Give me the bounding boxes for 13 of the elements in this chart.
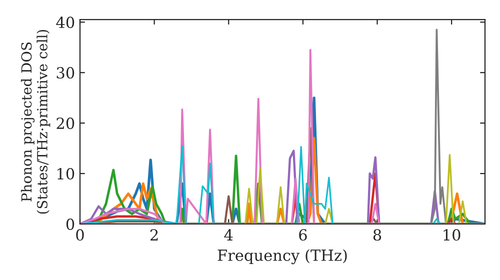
x-tick-label: 4 xyxy=(224,229,233,240)
x-tick-label: 0 xyxy=(76,229,84,241)
y-tick-label: 30 xyxy=(56,67,74,79)
y-tick-label: 40 xyxy=(56,16,74,28)
y-tick-label: 20 xyxy=(56,118,74,130)
y-tick-label: 10 xyxy=(58,168,74,180)
y-axis-title: Phonon projected DOS (States/THz·primitive cell) xyxy=(20,30,50,214)
x-tick-label: 8 xyxy=(373,229,382,241)
x-tick-label: 2 xyxy=(150,229,158,240)
y-tick-label: 0 xyxy=(66,218,74,230)
x-axis-title: Frequency (THz) xyxy=(218,249,347,264)
x-tick-label: 6 xyxy=(299,229,307,241)
x-tick-label: 10 xyxy=(444,229,460,241)
